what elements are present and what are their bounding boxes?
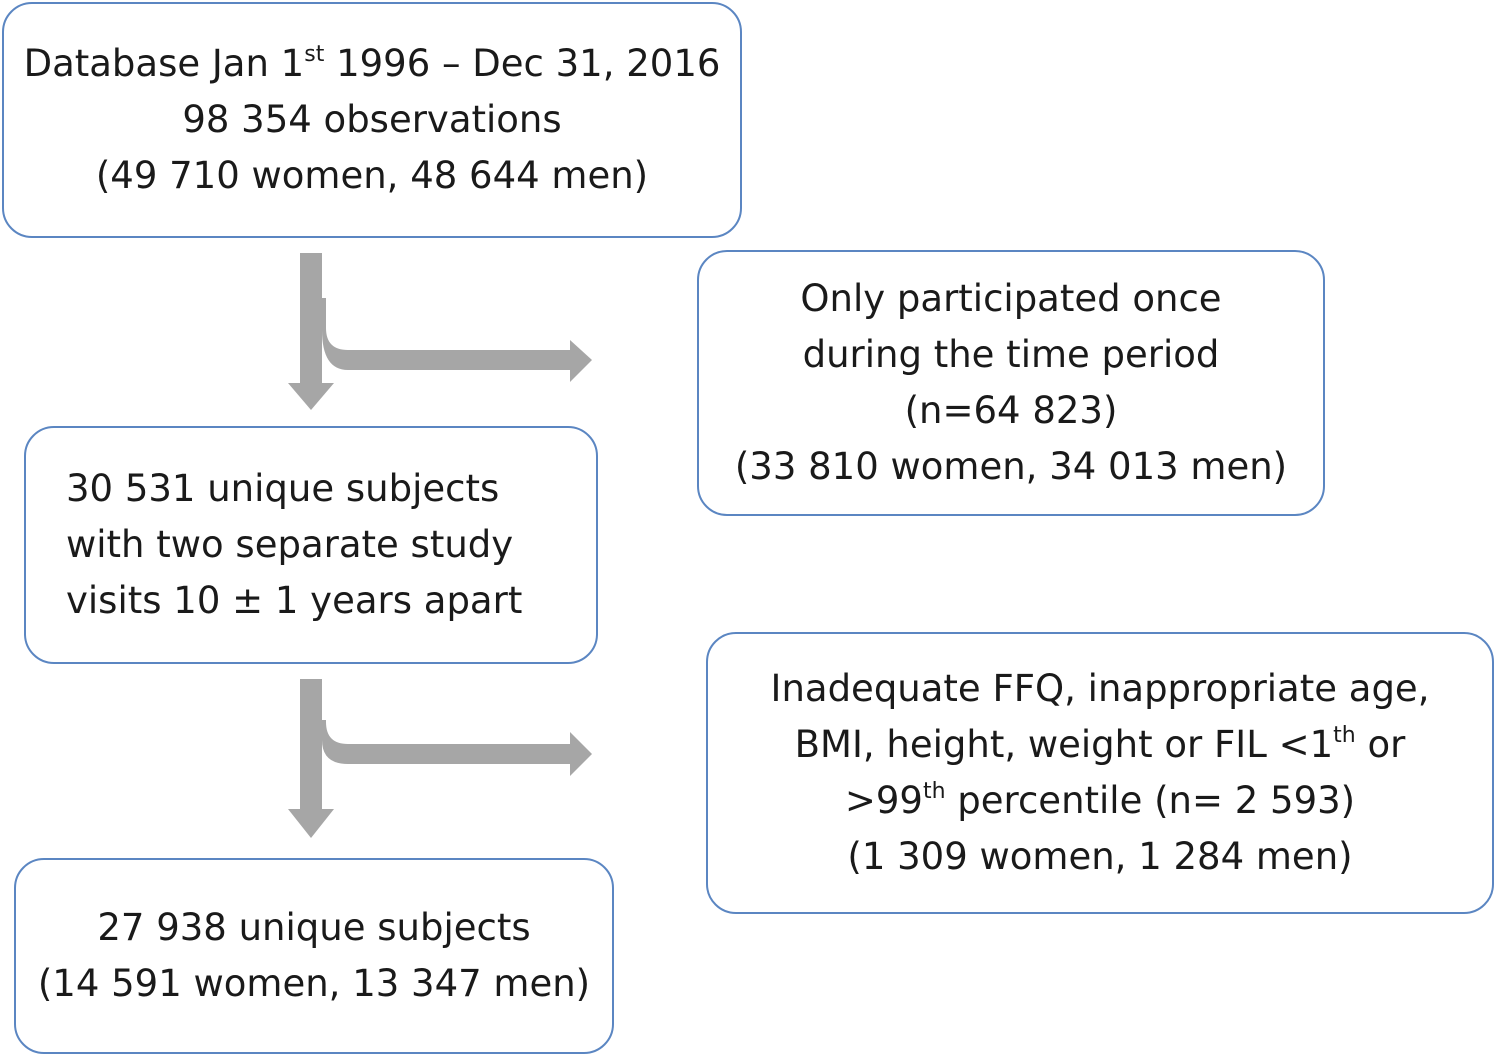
excluded-inadequate-box: Inadequate FFQ, inappropriate age, BMI, … xyxy=(706,632,1494,914)
unique-subjects-line1: 30 531 unique subjects xyxy=(66,467,500,510)
excluded-once-line2: during the time period xyxy=(802,333,1220,376)
database-date-range: Database Jan 1st 1996 – Dec 31, 2016 xyxy=(23,41,721,85)
unique-subjects-line2: with two separate study xyxy=(66,523,514,566)
excluded-once-count: (n=64 823) xyxy=(904,389,1118,432)
inadequate-line1: Inadequate FFQ, inappropriate age, xyxy=(770,667,1430,710)
excluded-once-gender-split: (33 810 women, 34 013 men) xyxy=(734,445,1288,488)
inadequate-line3: >99th percentile (n= 2 593) xyxy=(844,778,1356,822)
final-sample-box: 27 938 unique subjects (14 591 women, 13… xyxy=(14,858,614,1054)
excluded-once-line1: Only participated once xyxy=(800,277,1222,320)
inadequate-gender-split: (1 309 women, 1 284 men) xyxy=(847,835,1353,878)
unique-subjects-box: 30 531 unique subjects with two separate… xyxy=(24,426,598,664)
database-observations: 98 354 observations xyxy=(182,98,562,141)
final-sample-gender-split: (14 591 women, 13 347 men) xyxy=(37,962,591,1005)
excluded-once-box: Only participated once during the time p… xyxy=(697,250,1325,516)
branch-arrow-top xyxy=(288,253,592,410)
inadequate-line2: BMI, height, weight or FIL <1th or xyxy=(794,722,1406,766)
database-box: Database Jan 1st 1996 – Dec 31, 2016 98 … xyxy=(2,2,742,238)
branch-arrow-bottom xyxy=(288,679,592,838)
database-gender-split: (49 710 women, 48 644 men) xyxy=(95,154,649,197)
final-sample-count: 27 938 unique subjects xyxy=(97,906,531,949)
unique-subjects-line3: visits 10 ± 1 years apart xyxy=(66,579,523,622)
